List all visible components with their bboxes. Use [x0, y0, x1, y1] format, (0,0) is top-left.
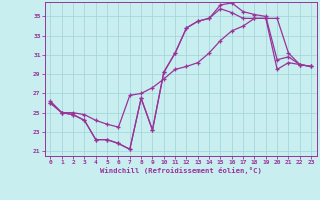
- X-axis label: Windchill (Refroidissement éolien,°C): Windchill (Refroidissement éolien,°C): [100, 167, 262, 174]
